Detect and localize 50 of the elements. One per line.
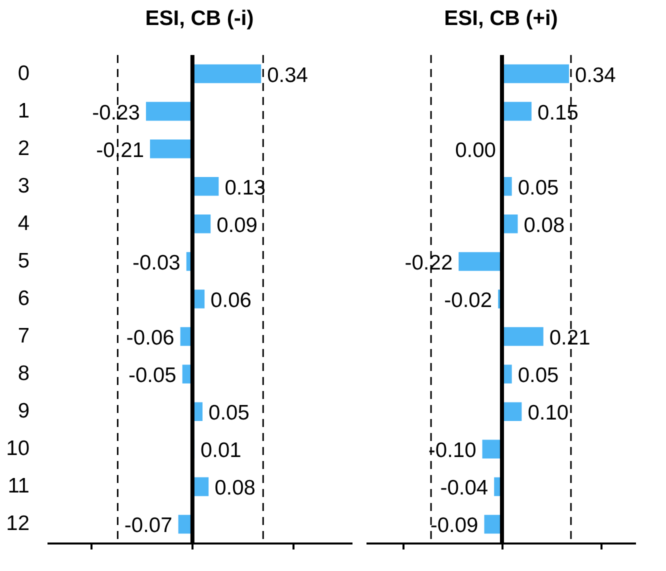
bar xyxy=(502,102,532,121)
y-tick-label: 0 xyxy=(18,62,30,85)
bar xyxy=(146,102,192,121)
data-label: 0.34 xyxy=(267,64,308,87)
data-label: 0.34 xyxy=(574,64,616,87)
y-tick-label: 3 xyxy=(18,174,30,198)
data-label: 0.13 xyxy=(224,176,266,200)
bar xyxy=(502,64,569,84)
y-tick-label: 6 xyxy=(18,287,30,310)
y-tick-label: 11 xyxy=(8,474,30,498)
data-label: 0.08 xyxy=(214,476,256,500)
y-tick-label: 7 xyxy=(18,324,30,348)
y-tick-label: 1 xyxy=(18,99,30,122)
data-label: 0.10 xyxy=(528,402,569,425)
y-tick-label: 8 xyxy=(18,362,30,386)
data-label: -0.03 xyxy=(132,251,180,274)
y-tick-label: 4 xyxy=(18,212,30,235)
data-label: 0.15 xyxy=(538,101,578,124)
bar xyxy=(192,177,219,196)
chart-title: ESI, CB (+i) xyxy=(444,7,558,30)
data-label: 0.05 xyxy=(518,364,559,388)
data-label: 0.08 xyxy=(524,214,565,237)
data-label: -0.02 xyxy=(444,289,492,312)
data-label: 0.05 xyxy=(208,402,250,425)
data-label: -0.22 xyxy=(404,251,453,274)
data-label: -0.05 xyxy=(128,364,176,388)
data-label: 0.09 xyxy=(216,214,258,237)
y-tick-label: 5 xyxy=(18,249,30,272)
data-label: -0.06 xyxy=(126,326,174,350)
bar xyxy=(502,402,522,421)
bar xyxy=(192,64,262,84)
data-label: -0.10 xyxy=(428,439,476,462)
chart-title: ESI, CB (-i) xyxy=(145,7,254,30)
y-tick-label: 10 xyxy=(6,437,30,460)
bar xyxy=(150,139,192,158)
bar xyxy=(502,327,544,346)
data-label: 0.00 xyxy=(455,138,496,162)
data-label: 0.06 xyxy=(210,289,252,312)
data-label: 0.05 xyxy=(518,176,559,200)
data-label: -0.23 xyxy=(92,101,140,124)
bar xyxy=(458,252,502,271)
data-label: 0.21 xyxy=(549,326,590,350)
data-label: -0.21 xyxy=(96,138,144,162)
data-label: 0.01 xyxy=(200,439,242,462)
data-label: -0.09 xyxy=(430,514,478,538)
y-tick-label: 9 xyxy=(18,400,30,423)
y-tick-label: 2 xyxy=(18,136,30,160)
data-label: -0.04 xyxy=(440,476,488,500)
data-label: -0.07 xyxy=(124,514,172,538)
y-tick-label: 12 xyxy=(6,512,30,536)
